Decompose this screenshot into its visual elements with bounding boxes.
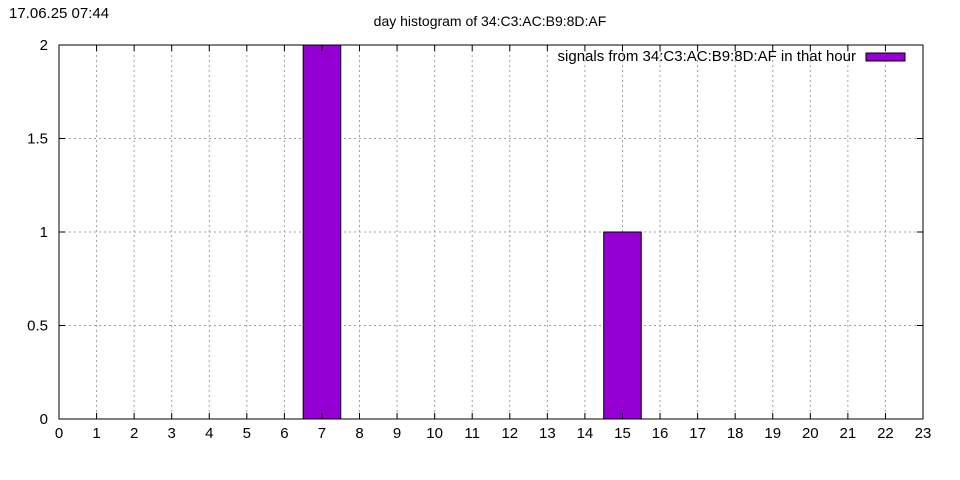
x-tick-label: 1 <box>92 425 100 442</box>
x-tick-label: 2 <box>130 425 138 442</box>
x-tick-label: 23 <box>915 425 932 442</box>
x-tick-label: 19 <box>764 425 781 442</box>
x-tick-label: 22 <box>877 425 894 442</box>
x-tick-label: 3 <box>168 425 176 442</box>
y-tick-label: 0 <box>40 411 48 428</box>
x-tick-label: 6 <box>280 425 288 442</box>
x-tick-label: 12 <box>501 425 518 442</box>
x-tick-label: 5 <box>243 425 251 442</box>
x-tick-label: 7 <box>318 425 326 442</box>
legend: signals from 34:C3:AC:B9:8D:AF in that h… <box>558 48 906 65</box>
x-tick-label: 20 <box>802 425 819 442</box>
x-tick-label: 9 <box>393 425 401 442</box>
x-tick-label: 18 <box>727 425 744 442</box>
legend-label: signals from 34:C3:AC:B9:8D:AF in that h… <box>558 48 856 65</box>
x-tick-label: 8 <box>355 425 363 442</box>
x-tick-label: 15 <box>614 425 631 442</box>
grid-lines <box>59 45 923 419</box>
x-tick-label: 11 <box>464 425 480 442</box>
axis-ticks <box>58 44 924 420</box>
x-tick-label: 10 <box>426 425 443 442</box>
x-tick-label: 13 <box>539 425 556 442</box>
bar-hour-7 <box>302 44 342 420</box>
x-tick-label: 14 <box>577 425 594 442</box>
y-axis-tick-labels: 0 0.5 1 1.5 2 <box>27 37 48 428</box>
x-tick-label: 21 <box>840 425 857 442</box>
x-axis-tick-labels: 0 1 2 3 4 5 6 7 8 9 10 11 12 13 14 15 16 17 18 19 20 21 22 23 <box>55 425 932 442</box>
x-tick-label: 16 <box>652 425 669 442</box>
legend-swatch <box>865 52 906 62</box>
x-tick-label: 17 <box>689 425 706 442</box>
y-tick-label: 2 <box>40 37 48 54</box>
timestamp-label: 17.06.25 07:44 <box>9 5 109 22</box>
y-tick-label: 1.5 <box>27 131 48 148</box>
bars-layer <box>302 44 642 420</box>
bar-hour-15 <box>603 231 642 420</box>
x-tick-label: 0 <box>55 425 63 442</box>
y-tick-label: 0.5 <box>27 318 48 335</box>
chart-title: day histogram of 34:C3:AC:B9:8D:AF <box>374 13 607 29</box>
x-tick-label: 4 <box>205 425 213 442</box>
y-tick-label: 1 <box>40 224 48 241</box>
